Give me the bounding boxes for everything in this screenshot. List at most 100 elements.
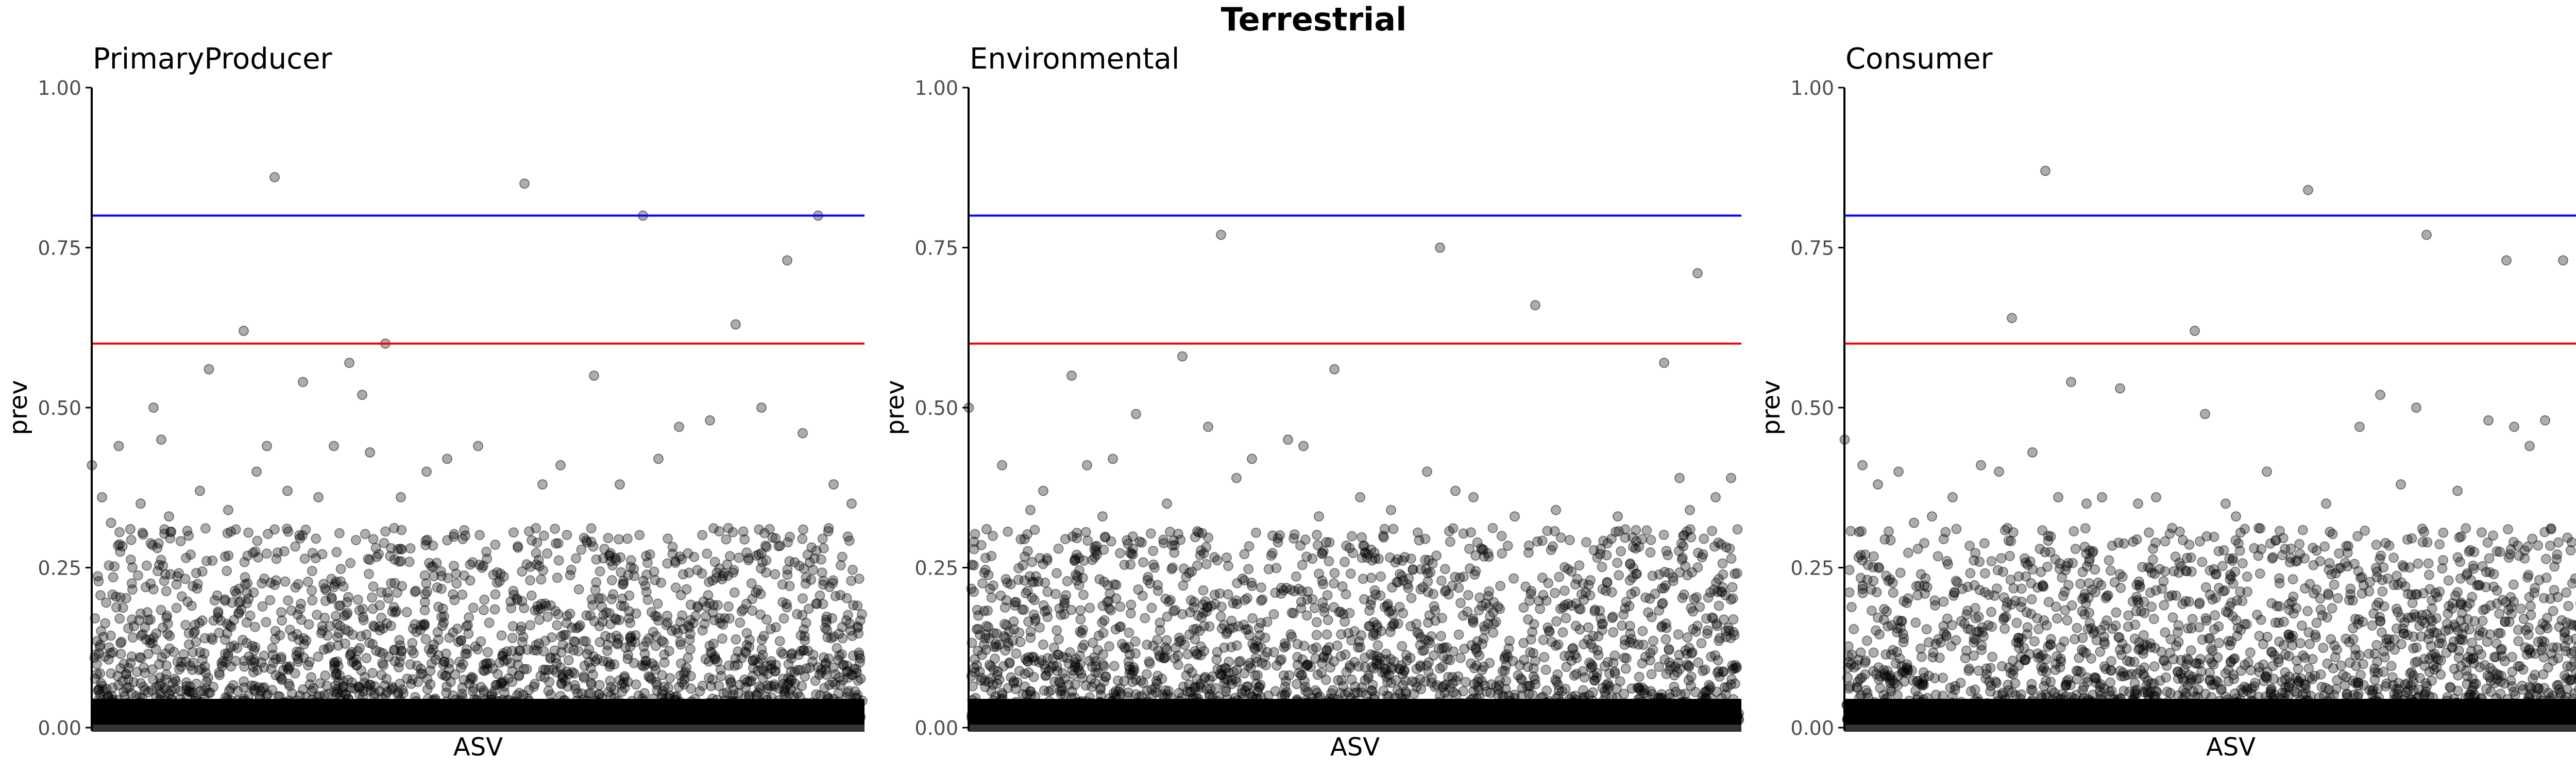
data-point xyxy=(1142,640,1153,650)
data-point xyxy=(594,593,604,604)
data-point xyxy=(1581,537,1591,548)
data-point xyxy=(228,680,239,691)
data-point xyxy=(1241,624,1251,635)
data-point xyxy=(634,530,645,541)
data-point xyxy=(848,564,858,575)
data-point xyxy=(1676,538,1687,549)
data-point xyxy=(1160,594,1171,604)
data-point xyxy=(597,616,608,627)
data-point xyxy=(233,607,244,618)
data-point xyxy=(145,637,156,648)
data-point xyxy=(731,634,741,645)
data-point xyxy=(195,485,205,496)
data-point xyxy=(1084,602,1095,613)
data-point xyxy=(729,661,740,671)
data-point xyxy=(704,673,714,683)
data-point xyxy=(438,617,449,628)
data-point xyxy=(1371,619,1382,630)
data-point xyxy=(590,584,601,595)
data-point xyxy=(371,551,382,562)
data-point xyxy=(818,543,829,553)
data-point xyxy=(518,690,529,700)
data-point xyxy=(735,617,745,628)
data-point xyxy=(670,582,681,593)
data-point xyxy=(290,582,301,593)
data-point xyxy=(537,479,548,490)
data-point xyxy=(723,660,734,671)
data-point xyxy=(822,632,833,643)
data-point xyxy=(474,530,485,541)
data-point xyxy=(389,523,400,533)
data-point xyxy=(808,565,819,575)
data-point xyxy=(1509,573,1519,584)
data-point xyxy=(708,600,719,611)
data-point xyxy=(1726,553,1737,564)
data-point xyxy=(1429,601,1439,612)
data-point xyxy=(479,594,490,605)
data-point xyxy=(581,535,591,546)
data-point xyxy=(138,529,148,540)
data-point xyxy=(769,679,779,690)
data-point xyxy=(104,642,114,653)
data-point xyxy=(512,595,522,606)
data-point xyxy=(1419,645,1430,656)
data-point xyxy=(722,687,733,698)
data-point xyxy=(766,660,776,670)
data-point xyxy=(401,607,412,617)
data-point xyxy=(823,523,834,533)
data-point xyxy=(415,625,426,635)
data-point xyxy=(361,653,372,664)
data-point xyxy=(563,643,574,653)
data-point xyxy=(990,653,1000,664)
data-point xyxy=(1551,616,1562,627)
data-point xyxy=(208,615,219,626)
data-point xyxy=(1714,635,1724,646)
data-point xyxy=(358,615,369,626)
data-point xyxy=(800,635,810,646)
data-point xyxy=(389,644,400,655)
data-point xyxy=(352,594,363,605)
data-point xyxy=(733,646,743,657)
data-point xyxy=(707,575,718,586)
data-point xyxy=(215,615,226,626)
data-point xyxy=(368,690,379,701)
data-point xyxy=(484,617,495,628)
data-point xyxy=(213,606,224,617)
data-point xyxy=(441,681,452,692)
data-point xyxy=(154,680,165,691)
data-point xyxy=(566,564,577,575)
data-point xyxy=(1624,637,1635,648)
data-point xyxy=(529,645,539,656)
data-point xyxy=(1263,564,1274,575)
data-point xyxy=(1466,658,1477,669)
data-point xyxy=(1424,610,1435,620)
data-point xyxy=(783,537,793,548)
data-point xyxy=(473,441,483,451)
data-point xyxy=(256,657,267,668)
data-point xyxy=(1003,526,1013,537)
data-point xyxy=(1583,580,1594,591)
data-point xyxy=(827,578,838,589)
data-point xyxy=(685,615,696,626)
data-point xyxy=(521,664,532,675)
data-point xyxy=(612,638,623,648)
data-point xyxy=(595,637,605,647)
data-point xyxy=(743,555,754,566)
data-point xyxy=(670,556,681,566)
data-point xyxy=(848,600,859,611)
data-point xyxy=(126,688,137,699)
data-point xyxy=(457,534,468,544)
data-point xyxy=(643,633,654,644)
data-point xyxy=(610,552,621,563)
data-point xyxy=(1289,533,1299,544)
data-point xyxy=(1423,555,1434,565)
data-point xyxy=(1017,604,1027,615)
data-point xyxy=(609,684,620,695)
data-point xyxy=(797,533,808,544)
data-point xyxy=(97,492,107,502)
data-point xyxy=(591,554,602,565)
y-tick-label: 0.00 xyxy=(38,717,81,740)
data-point xyxy=(467,686,478,697)
data-point xyxy=(190,619,200,630)
data-point xyxy=(741,648,752,659)
